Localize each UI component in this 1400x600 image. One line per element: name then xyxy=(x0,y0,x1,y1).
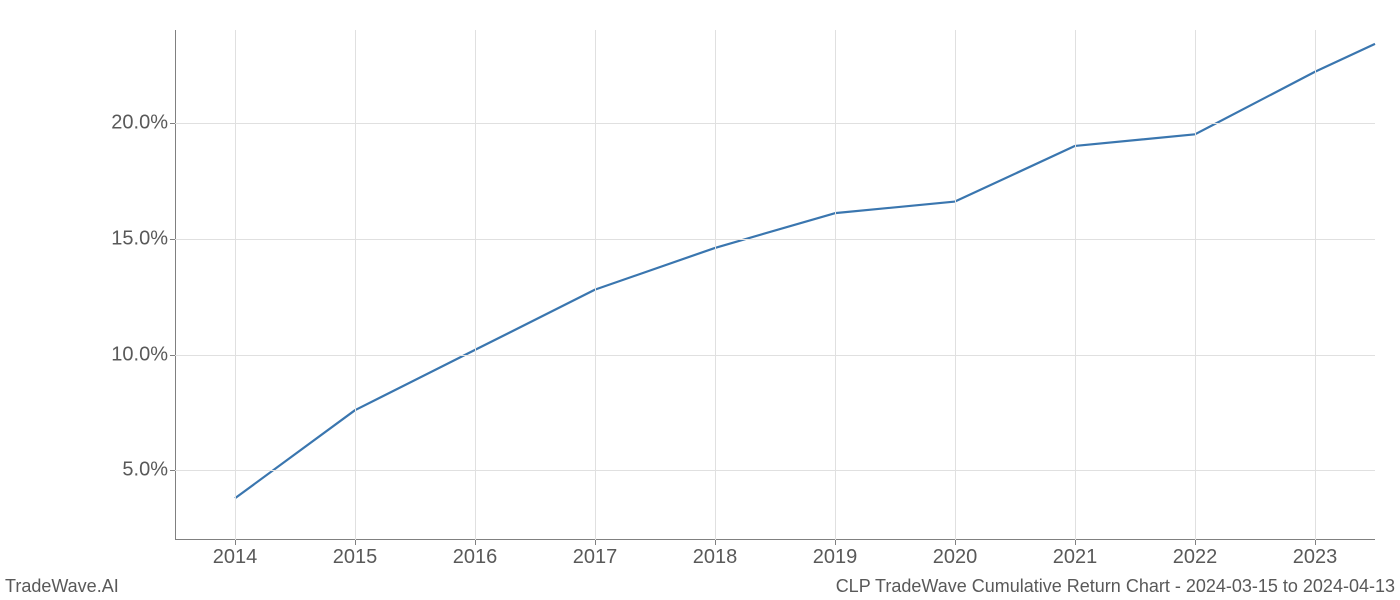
grid-line-vertical xyxy=(955,30,956,540)
x-axis-label: 2022 xyxy=(1165,546,1225,569)
x-axis-label: 2023 xyxy=(1285,546,1345,569)
footer-left-text: TradeWave.AI xyxy=(5,576,119,597)
x-axis-label: 2015 xyxy=(325,546,385,569)
y-tick xyxy=(170,123,175,124)
x-axis-label: 2020 xyxy=(925,546,985,569)
grid-line-vertical xyxy=(1315,30,1316,540)
y-tick xyxy=(170,355,175,356)
x-axis-label: 2019 xyxy=(805,546,865,569)
x-tick xyxy=(1315,540,1316,545)
x-tick xyxy=(955,540,956,545)
y-axis-label: 15.0% xyxy=(78,227,168,250)
x-axis-label: 2018 xyxy=(685,546,745,569)
y-axis-label: 10.0% xyxy=(78,343,168,366)
x-tick xyxy=(595,540,596,545)
x-tick xyxy=(1195,540,1196,545)
x-axis-label: 2021 xyxy=(1045,546,1105,569)
grid-line-vertical xyxy=(595,30,596,540)
y-tick xyxy=(170,470,175,471)
x-axis-label: 2016 xyxy=(445,546,505,569)
x-tick xyxy=(235,540,236,545)
grid-line-vertical xyxy=(1075,30,1076,540)
y-tick xyxy=(170,239,175,240)
grid-line-vertical xyxy=(235,30,236,540)
grid-line-vertical xyxy=(475,30,476,540)
series-line xyxy=(235,44,1375,498)
grid-line-vertical xyxy=(835,30,836,540)
grid-line-vertical xyxy=(355,30,356,540)
y-axis-label: 5.0% xyxy=(78,459,168,482)
grid-line-vertical xyxy=(715,30,716,540)
x-tick xyxy=(475,540,476,545)
x-tick xyxy=(835,540,836,545)
y-axis-label: 20.0% xyxy=(78,111,168,134)
x-tick xyxy=(715,540,716,545)
x-tick xyxy=(1075,540,1076,545)
x-axis-label: 2014 xyxy=(205,546,265,569)
plot-area xyxy=(175,30,1375,540)
chart-container: TradeWave.AI CLP TradeWave Cumulative Re… xyxy=(0,0,1400,600)
footer-right-text: CLP TradeWave Cumulative Return Chart - … xyxy=(836,576,1395,597)
x-axis-label: 2017 xyxy=(565,546,625,569)
x-tick xyxy=(355,540,356,545)
grid-line-vertical xyxy=(1195,30,1196,540)
